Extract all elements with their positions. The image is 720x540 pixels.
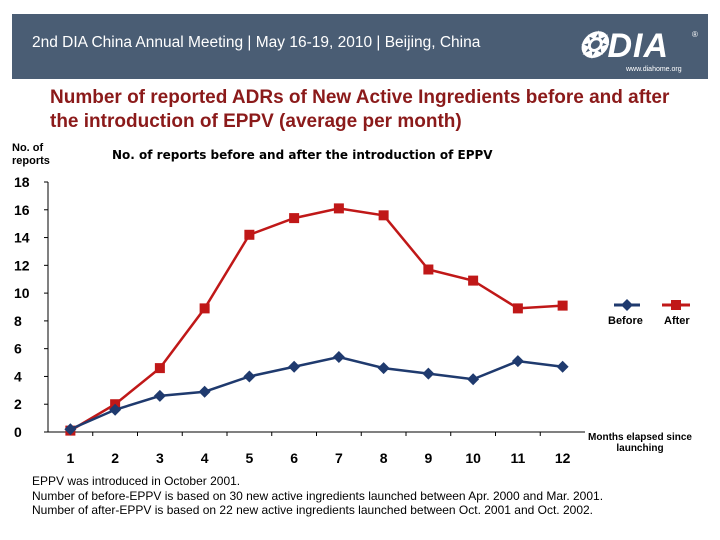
data-point-after [378, 210, 389, 221]
data-point-after [154, 363, 165, 374]
footnote-2: Number of before-EPPV is based on 30 new… [32, 488, 604, 503]
x-tick-label: 4 [201, 450, 209, 466]
data-point-before [109, 403, 122, 416]
x-tick-label: 11 [510, 450, 525, 466]
x-tick-label: 6 [290, 450, 298, 466]
y-tick-label: 2 [14, 396, 22, 412]
x-axis-title: Months elapsed since launching [588, 432, 692, 454]
data-point-after [333, 203, 344, 214]
data-point-before [556, 360, 569, 373]
footnote-1: EPPV was introduced in October 2001. [32, 474, 241, 488]
y-tick-label: 18 [14, 174, 30, 190]
data-point-after [244, 229, 255, 240]
footnotes: EPPV was introduced in October 2001. Num… [32, 474, 712, 518]
y-tick-label: 14 [14, 230, 30, 246]
y-axis-title: No. of reports [12, 142, 50, 167]
legend-marker-before [621, 299, 633, 311]
chart-legend: Before After [600, 297, 710, 337]
chart-title: No. of reports before and after the intr… [112, 148, 493, 162]
y-tick-label: 4 [14, 368, 22, 384]
dia-logo: ❂DIA ® www.diahome.org [570, 26, 702, 76]
x-tick-label: 10 [465, 450, 481, 466]
dia-logo-url: www.diahome.org [626, 66, 682, 73]
legend-label-after: After [664, 315, 690, 327]
data-point-before [153, 389, 166, 402]
data-point-before [377, 362, 390, 375]
data-point-before [64, 423, 77, 436]
data-point-before [198, 385, 211, 398]
dia-logo-wordmark: ❂DIA [578, 27, 670, 65]
y-tick-label: 10 [14, 285, 30, 301]
x-tick-label: 2 [111, 450, 119, 466]
x-tick-label: 12 [555, 450, 571, 466]
series-line-before [69, 355, 563, 431]
x-tick-label: 5 [245, 450, 253, 466]
x-tick-label: 8 [380, 450, 388, 466]
data-point-after [468, 275, 479, 286]
data-point-after [423, 264, 434, 275]
data-point-before [422, 367, 435, 380]
data-point-before [332, 351, 345, 363]
data-point-before [467, 373, 480, 386]
meeting-title: 2nd DIA China Annual Meeting | May 16-19… [32, 34, 481, 51]
y-tick-label: 16 [14, 202, 30, 218]
data-point-after [512, 303, 523, 314]
data-point-before [243, 370, 256, 383]
y-tick-label: 6 [14, 341, 22, 357]
header-banner: 2nd DIA China Annual Meeting | May 16-19… [12, 14, 708, 79]
y-tick-label: 8 [14, 313, 22, 329]
x-tick-label: 3 [156, 450, 164, 466]
footnote-3: Number of after-EPPV is based on 22 new … [32, 503, 594, 517]
y-tick-label: 0 [14, 424, 22, 440]
x-tick-label: 7 [335, 450, 343, 466]
y-tick-label: 12 [14, 257, 30, 273]
legend-label-before: Before [608, 315, 643, 327]
data-point-after [289, 213, 300, 224]
legend-marker-after [671, 300, 681, 310]
data-point-after [199, 303, 210, 314]
data-point-before [288, 360, 301, 373]
series-line-after [69, 207, 563, 432]
x-tick-label: 9 [424, 450, 432, 466]
data-point-before [511, 355, 524, 368]
data-point-after [557, 300, 568, 311]
x-tick-label: 1 [66, 450, 74, 466]
slide-title: Number of reported ADRs of New Active In… [50, 87, 670, 132]
registered-mark: ® [692, 30, 698, 39]
